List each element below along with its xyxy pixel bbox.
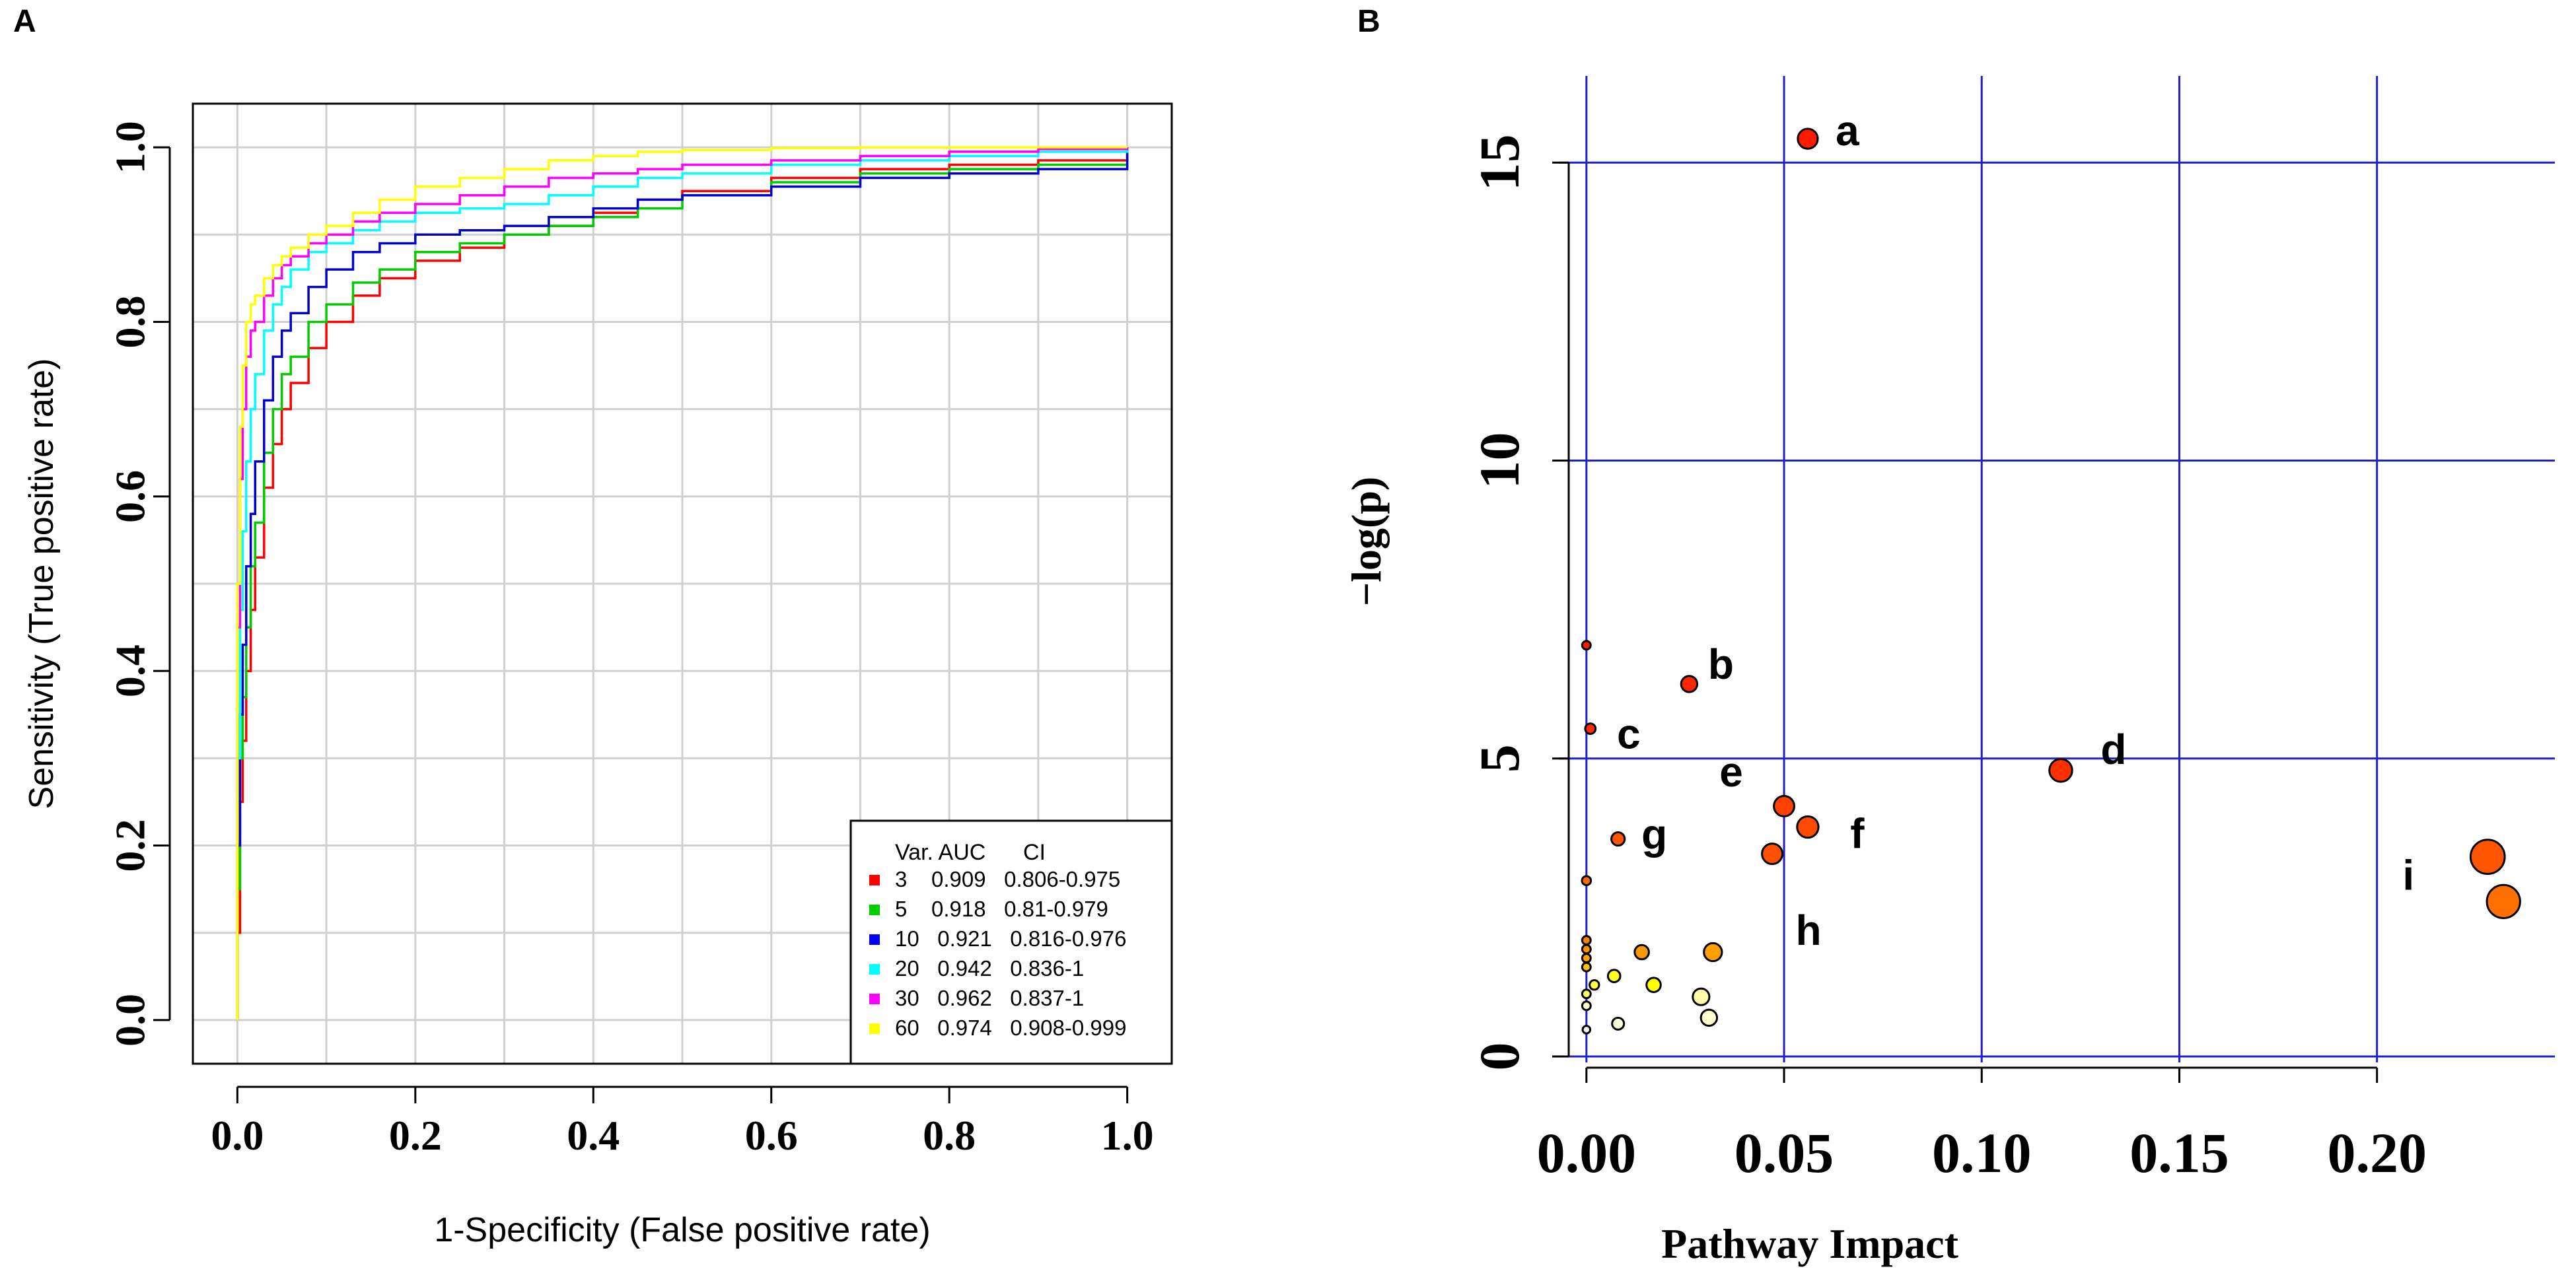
roc-curves [236, 146, 1129, 1020]
roc-legend-swatch [869, 1023, 880, 1034]
pathway-grid [1559, 76, 2555, 1062]
roc-series-60 [236, 146, 1127, 1020]
pathway-point-label-c: c [1617, 710, 1641, 758]
pathway-point [2486, 883, 2521, 919]
pathway-point-f [1796, 815, 1820, 839]
roc-y-tick-label: 0.0 [107, 994, 154, 1047]
roc-legend-swatch [869, 994, 880, 1004]
pathway-point [1581, 944, 1592, 955]
pathway-y-axis-label: −log(p) [1343, 477, 1390, 606]
pathway-point [1606, 969, 1622, 983]
pathway-point-a [1797, 127, 1819, 150]
pathway-point [1581, 1025, 1592, 1035]
pathway-points [1581, 127, 2521, 1035]
pathway-point-d [2048, 758, 2073, 783]
pathway-point [1692, 987, 1711, 1006]
roc-series-30 [236, 147, 1129, 1020]
pathway-point-g [1610, 831, 1626, 847]
pathway-point-label-e: e [1719, 748, 1743, 796]
roc-y-tick-label: 0.4 [107, 644, 154, 697]
pathway-x-tick-label: 0.05 [1735, 1121, 1834, 1185]
pathway-y-tick-label: 10 [1468, 432, 1531, 489]
roc-series-5 [236, 147, 1129, 1020]
pathway-point-e [1773, 794, 1795, 817]
roc-legend-entry: 5 0.918 0.81-0.979 [895, 897, 1108, 921]
roc-y-tick-label: 0.2 [107, 819, 154, 872]
roc-legend: Var. AUC CI 3 0.909 0.806-0.975 5 0.918 0… [849, 819, 1173, 1065]
pathway-point [1699, 1008, 1719, 1027]
roc-legend-swatch [869, 905, 880, 915]
pathway-point [1581, 1000, 1592, 1012]
pathway-point [1611, 1016, 1626, 1031]
pathway-point-label-a: a [1836, 107, 1859, 155]
roc-series-10 [236, 147, 1129, 1020]
roc-x-axis-label: 1-Specificity (False positive rate) [434, 1211, 930, 1249]
roc-legend-swatch [869, 964, 880, 975]
pathway-point-label-b: b [1708, 640, 1734, 688]
roc-legend-swatch [869, 875, 880, 885]
pathway-point [1581, 961, 1592, 973]
roc-x-tick-label: 0.6 [745, 1112, 798, 1159]
pathway-point [1589, 979, 1600, 991]
pathway-point [1633, 944, 1650, 961]
pathway-point [1581, 988, 1592, 1000]
roc-y-tick-label: 0.6 [107, 470, 154, 523]
pathway-x-tick-label: 0.10 [1932, 1121, 2032, 1185]
pathway-point-i [2469, 839, 2506, 875]
roc-legend-header: Var. AUC CI [895, 840, 1046, 865]
roc-x-axis: 0.0 0.2 0.4 0.6 0.8 1.0 [211, 1086, 1154, 1159]
roc-x-tick-label: 0.8 [923, 1112, 976, 1159]
pathway-point [1581, 640, 1592, 651]
pathway-y-tick-label: 15 [1468, 134, 1531, 191]
pathway-point [1581, 935, 1592, 946]
pathway-y-tick-label: 5 [1468, 744, 1531, 773]
roc-y-axis-label: Sensitivity (True positive rate) [22, 359, 61, 810]
pathway-x-axis-label: Pathway Impact [1661, 1220, 1958, 1267]
panel-b-label: B [1357, 4, 1380, 39]
pathway-point-label-g: g [1641, 811, 1667, 858]
roc-y-axis: 0.0 0.2 0.4 0.6 0.8 1.0 [107, 121, 171, 1047]
roc-y-tick-label: 0.8 [107, 295, 154, 348]
pathway-x-tick-label: 0.20 [2327, 1121, 2427, 1185]
pathway-x-tick-label: 0.00 [1537, 1121, 1637, 1185]
roc-series-20 [236, 147, 1129, 1020]
roc-legend-entry: 20 0.942 0.836-1 [895, 956, 1084, 981]
pathway-axes: 0 5 10 15 0.00 0.05 0.10 0.15 0.20 [1468, 134, 2427, 1185]
roc-legend-entry: 30 0.962 0.837-1 [895, 986, 1084, 1010]
pathway-chart: 0 5 10 15 0.00 0.05 0.10 0.15 0.20 a b c d e f g h i Pat… [1343, 76, 2555, 1267]
roc-x-tick-label: 1.0 [1101, 1112, 1154, 1159]
roc-legend-entry: 10 0.921 0.816-0.976 [895, 926, 1126, 951]
pathway-point-h [1761, 843, 1784, 866]
roc-series-3 [236, 147, 1129, 1020]
roc-legend-swatch [869, 934, 880, 945]
pathway-point-label-h: h [1796, 907, 1822, 954]
pathway-point-label-i: i [2402, 852, 2414, 899]
pathway-point-c [1584, 722, 1597, 735]
pathway-point-labels: a b c d e f g h i [1617, 107, 2414, 954]
roc-plot-frame [192, 102, 1173, 1065]
roc-legend-entry: 3 0.909 0.806-0.975 [895, 867, 1120, 891]
roc-chart: 0.0 0.2 0.4 0.6 0.8 1.0 0.0 0.2 0.4 0.6 0.8 1.0 1-… [22, 102, 1173, 1249]
roc-y-tick-label: 1.0 [107, 121, 154, 174]
roc-x-tick-label: 0.0 [211, 1112, 264, 1159]
pathway-point [1581, 875, 1592, 887]
roc-x-tick-label: 0.4 [567, 1112, 620, 1159]
roc-x-tick-label: 0.2 [389, 1112, 442, 1159]
pathway-point [1645, 977, 1662, 993]
panel-a-label: A [13, 4, 36, 39]
roc-legend-box [849, 819, 1173, 1065]
roc-legend-entry: 60 0.974 0.908-0.999 [895, 1016, 1126, 1040]
pathway-point-label-f: f [1850, 810, 1865, 858]
pathway-y-tick-label: 0 [1468, 1042, 1531, 1070]
pathway-point [1581, 953, 1592, 964]
pathway-point-label-d: d [2100, 726, 2126, 773]
pathway-x-tick-label: 0.15 [2129, 1121, 2229, 1185]
pathway-point [1703, 942, 1723, 963]
pathway-point-b [1680, 675, 1699, 693]
